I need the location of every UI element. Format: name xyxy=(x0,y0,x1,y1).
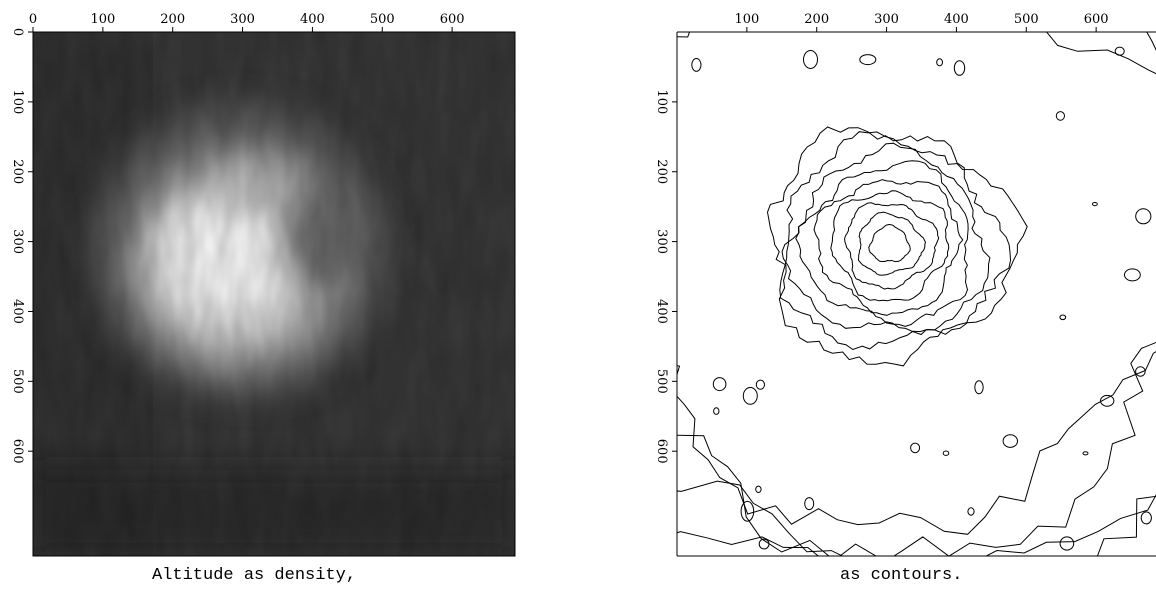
contour-island xyxy=(1140,511,1152,525)
density-x-tick-label: 0 xyxy=(29,12,37,27)
contour-line xyxy=(830,190,950,302)
contour-island xyxy=(755,485,762,493)
contour-island xyxy=(1100,394,1115,407)
density-frame xyxy=(32,31,516,557)
contour-island xyxy=(742,387,758,405)
density-x-tick-label: 600 xyxy=(440,12,465,27)
contour-y-tick-label: 500 xyxy=(654,369,669,394)
contour-y-tick-label: 400 xyxy=(654,299,669,324)
density-y-tick-label: 400 xyxy=(10,299,25,324)
density-y-tick-label: 300 xyxy=(10,229,25,254)
contour-x-tick-label: 200 xyxy=(804,12,829,27)
contour-line xyxy=(857,211,927,276)
contour-island xyxy=(691,58,702,72)
contour-island xyxy=(1055,111,1066,121)
contour-x-tick-label: 600 xyxy=(1084,12,1109,27)
contour-x-axis: 100 200 300 400 500 600 xyxy=(734,12,1109,32)
contour-island xyxy=(1114,46,1125,56)
density-image xyxy=(33,32,515,556)
density-y-tick-label: 200 xyxy=(10,159,25,184)
contour-island xyxy=(1135,366,1146,377)
contour-island xyxy=(804,497,815,511)
density-caption: Altitude as density, xyxy=(152,566,357,585)
contour-y-tick-label: 200 xyxy=(654,159,669,184)
contour-line xyxy=(795,160,969,327)
contour-island xyxy=(1135,208,1152,225)
contour-line xyxy=(779,131,1012,351)
contour-line xyxy=(868,223,911,263)
contour-island xyxy=(758,538,770,550)
contour-y-tick-label: 600 xyxy=(654,439,669,464)
contour-x-tick-label: 100 xyxy=(734,12,759,27)
density-x-tick-label: 200 xyxy=(160,12,185,27)
density-y-tick-label: 0 xyxy=(10,28,25,36)
contour-line xyxy=(677,32,1156,535)
contour-x-tick-label: 500 xyxy=(1014,12,1039,27)
density-plot: 0 100 200 300 400 500 600 0 100 200 300 400 500 600 xyxy=(10,12,516,557)
contour-y-axis: 100 200 300 400 500 600 xyxy=(654,89,677,464)
density-y-tick-label: 600 xyxy=(10,439,25,464)
contour-line xyxy=(844,202,940,290)
contour-line xyxy=(766,126,1028,367)
contour-lines xyxy=(677,32,1156,556)
contour-y-tick-label: 100 xyxy=(654,89,669,114)
contour-island xyxy=(755,379,766,390)
contour-caption: as contours. xyxy=(840,566,963,585)
contour-line xyxy=(677,480,1156,556)
contour-island xyxy=(1124,268,1141,282)
density-x-tick-label: 400 xyxy=(300,12,325,27)
contour-line xyxy=(813,179,964,316)
contour-x-tick-label: 300 xyxy=(874,12,899,27)
contour-island xyxy=(859,54,877,66)
contour-island xyxy=(740,500,755,522)
contour-line xyxy=(781,142,991,336)
contour-island xyxy=(712,377,727,392)
contour-island xyxy=(1082,451,1089,456)
density-x-tick-label: 500 xyxy=(370,12,395,27)
density-x-tick-label: 300 xyxy=(230,12,255,27)
density-y-tick-label: 100 xyxy=(10,89,25,114)
contour-line xyxy=(677,32,1156,556)
contour-island xyxy=(1059,314,1067,321)
contour-island xyxy=(974,380,984,395)
contour-island xyxy=(910,442,921,454)
density-y-tick-label: 500 xyxy=(10,369,25,394)
density-y-axis: 0 100 200 300 400 500 600 xyxy=(10,28,33,464)
contour-island xyxy=(1092,202,1098,207)
contour-island xyxy=(953,60,966,76)
contour-x-tick-label: 400 xyxy=(944,12,969,27)
contour-island xyxy=(1059,536,1075,551)
contour-y-tick-label: 300 xyxy=(654,229,669,254)
contour-island xyxy=(967,507,975,516)
contour-island xyxy=(936,58,943,67)
contour-plot: 100 200 300 400 500 600 100 200 300 400 500 600 xyxy=(654,12,1156,557)
contour-island xyxy=(713,407,720,415)
contour-island xyxy=(942,450,950,456)
contour-island xyxy=(803,50,818,69)
density-x-axis: 0 100 200 300 400 500 600 xyxy=(29,12,465,32)
density-x-tick-label: 100 xyxy=(90,12,115,27)
contour-island xyxy=(1002,434,1018,448)
